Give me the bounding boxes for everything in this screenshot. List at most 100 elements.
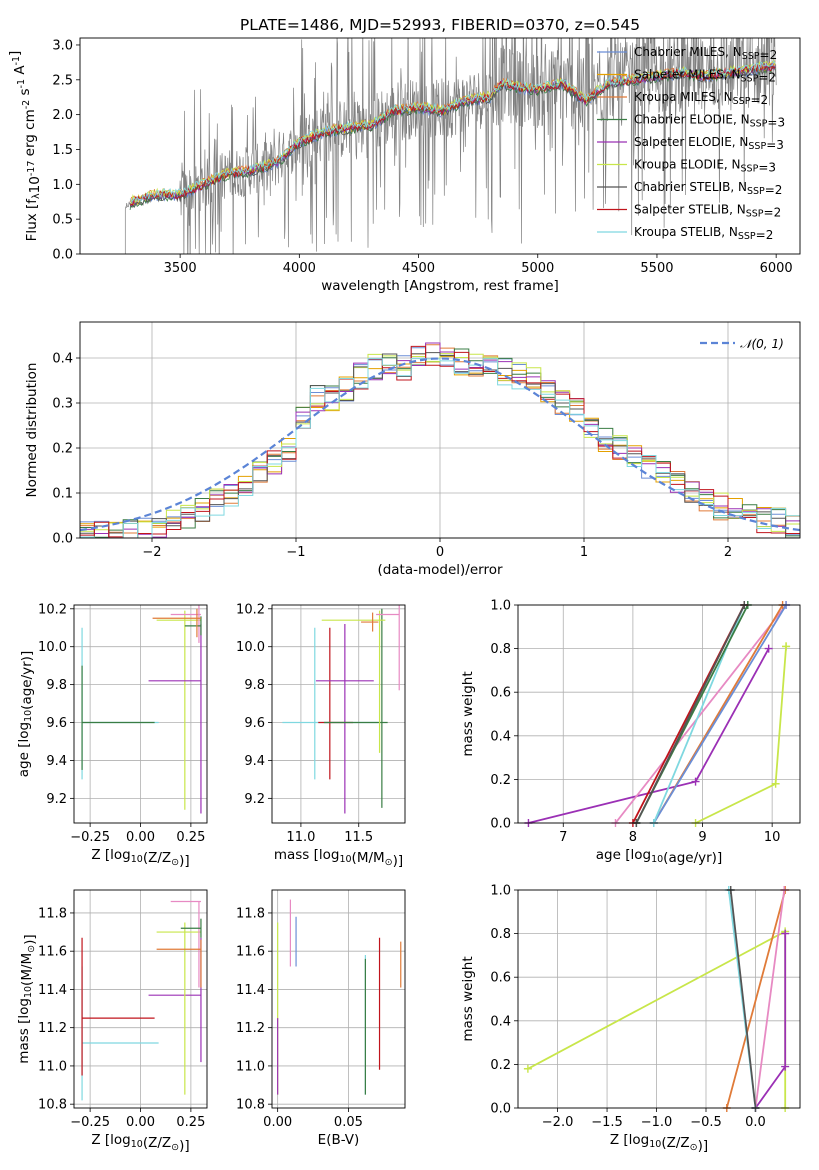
weight-series-marker (782, 642, 791, 651)
x-tick-label: 1 (580, 545, 588, 560)
x-tick-label: 9 (698, 830, 706, 845)
x-tick-label: 0.05 (334, 1115, 363, 1130)
x-tick-label: 10 (764, 830, 781, 845)
y-tick-label: 9.4 (244, 754, 265, 769)
histogram-step (80, 358, 800, 538)
weight-series-line (614, 605, 787, 823)
weight-series-line (725, 890, 787, 1108)
plot-frame (271, 889, 406, 1109)
plot-frame (79, 321, 801, 539)
weight-series-marker (781, 929, 790, 938)
y-axis-label: mass [log10(M/M⊙)] (16, 934, 38, 1063)
plot-frame (271, 604, 406, 824)
y-tick-label: 0.6 (490, 686, 511, 701)
x-tick-label: 5000 (521, 261, 554, 276)
y-tick-label: 0.3 (52, 397, 73, 412)
plot-frame (79, 37, 801, 255)
y-tick-label: 0.0 (52, 248, 73, 263)
y-tick-label: 1.5 (52, 143, 73, 158)
x-tick-label: −2 (142, 545, 161, 560)
y-tick-label: 0.2 (490, 773, 511, 788)
legend-label: Kroupa MILES, NSSP=2 (634, 90, 768, 107)
y-tick-label: 11.6 (236, 945, 265, 960)
y-tick-label: 11.4 (38, 983, 67, 998)
x-tick-label: 0.0 (745, 1115, 766, 1130)
x-tick-label: 4000 (283, 261, 316, 276)
y-tick-label: 2.0 (52, 108, 73, 123)
x-tick-label: −0.5 (690, 1115, 722, 1130)
legend-label: Chabrier MILES, NSSP=2 (634, 45, 777, 62)
y-tick-label: 11.2 (236, 1021, 265, 1036)
plot-area (124, 38, 777, 254)
y-tick-label: 2.5 (52, 73, 73, 88)
y-tick-label: 1.0 (52, 178, 73, 193)
y-tick-label: 11.6 (38, 945, 67, 960)
chart-mass_vs_Z: −0.25 0.00 0.25 10.8 11.0 11.2 11.4 11.6 11.8 Z [… (16, 889, 208, 1154)
y-tick-label: 11.0 (236, 1059, 265, 1074)
x-tick-label: −1 (286, 545, 305, 560)
y-tick-label: 0.2 (52, 442, 73, 457)
y-axis-label: Flux [fλ10-17 erg cm-2 s-1 A-1] (7, 51, 43, 242)
plot-area (528, 605, 787, 823)
x-tick-label: 0.25 (176, 1115, 205, 1130)
y-tick-label: 10.2 (236, 602, 265, 617)
x-tick-label: −0.25 (70, 1115, 110, 1130)
y-tick-label: 9.4 (46, 754, 67, 769)
x-tick-label: 0.00 (126, 1115, 155, 1130)
y-tick-label: 11.0 (38, 1059, 67, 1074)
weight-series-marker (523, 1064, 532, 1073)
plot-frame (517, 889, 801, 1109)
model-spectrum-line (129, 60, 776, 202)
chart-weight_vs_age: 7 8 9 10 0.0 0.2 0.4 0.6 0.8 1.0 age [log10(age/yr… (460, 599, 801, 866)
x-tick-label: −1.5 (591, 1115, 623, 1130)
y-tick-label: 0.0 (490, 817, 511, 832)
y-tick-label: 1.0 (490, 599, 511, 614)
observed-spectrum-line (124, 38, 777, 254)
figure-title: PLATE=1486, MJD=52993, FIBERID=0370, z=0… (240, 16, 640, 34)
legend-label: Kroupa STELIB, NSSP=2 (634, 225, 773, 242)
y-tick-label: 0.4 (52, 352, 73, 367)
y-tick-label: 10.8 (38, 1098, 67, 1113)
x-tick-label: 5500 (640, 261, 673, 276)
x-axis-label: Z [log10(Z/Z⊙)] (610, 1132, 708, 1154)
y-tick-label: 11.8 (236, 906, 265, 921)
chart-age_vs_mass: 11.0 11.5 9.2 9.4 9.6 9.8 10.0 10.2 mass [log10(… (236, 602, 406, 869)
x-tick-label: 0.25 (176, 830, 205, 845)
weight-series-marker (781, 1062, 790, 1071)
x-tick-label: 0 (436, 545, 444, 560)
plot-area (81, 900, 202, 1101)
plot-frame (73, 604, 208, 824)
x-axis-label: age [log10(age/yr)] (596, 847, 722, 866)
legend-label: Chabrier STELIB, NSSP=2 (634, 180, 782, 197)
y-axis-label: age [log10(age/yr)] (16, 651, 35, 777)
plot-area (80, 342, 800, 538)
y-axis-label: Normed distribution (24, 363, 40, 498)
y-tick-label: 9.2 (244, 792, 265, 807)
x-tick-label: 0.00 (263, 1115, 292, 1130)
x-axis-label: wavelength [Angstrom, rest frame] (321, 278, 559, 294)
x-tick-label: 11.0 (286, 830, 315, 845)
chart-residuals: −2 −1 0 1 2 0.0 0.1 0.2 0.3 0.4 (data-model)/error… (24, 321, 801, 578)
y-axis-label: mass weight (460, 671, 476, 756)
x-axis-label: E(B-V) (318, 1132, 360, 1148)
y-tick-label: 10.2 (38, 602, 67, 617)
x-axis-label: Z [log10(Z/Z⊙)] (91, 847, 189, 869)
chart-weight_vs_Z: −2.0 −1.5 −1.0 −0.5 0.0 0.0 0.2 0.4 0.6 0.8 1.0 Z [… (460, 884, 801, 1154)
y-tick-label: 9.6 (244, 716, 265, 731)
weight-series-marker (764, 644, 773, 653)
histogram-step (80, 352, 800, 538)
y-tick-label: 9.8 (46, 678, 67, 693)
plot-area (81, 605, 202, 814)
weight-series-line (754, 890, 786, 1108)
model-spectrum-line (129, 62, 776, 206)
normal-curve (80, 357, 800, 532)
y-tick-label: 11.4 (236, 983, 265, 998)
y-tick-label: 1.0 (490, 884, 511, 899)
weight-series-line (635, 605, 746, 823)
y-tick-label: 0.5 (52, 213, 73, 228)
x-tick-label: 3500 (164, 261, 197, 276)
y-tick-label: 0.8 (490, 642, 511, 657)
chart-mass_vs_EBV: 0.00 0.05 10.8 11.0 11.2 11.4 11.6 11.8 E(B-V) (236, 889, 406, 1148)
y-tick-label: 0.2 (490, 1058, 511, 1073)
plot-frame (73, 889, 208, 1109)
